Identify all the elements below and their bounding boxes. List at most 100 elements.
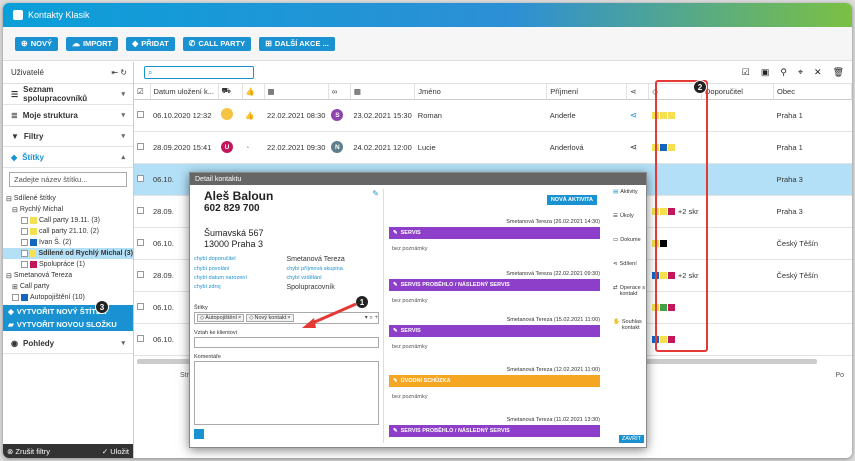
activity-bar[interactable]: ✎ SERVIS <box>389 227 600 239</box>
col-last-name[interactable]: Příjmení <box>546 84 628 100</box>
list-icon[interactable] <box>194 429 204 439</box>
col-calendar2-icon[interactable]: ▦ <box>350 84 416 100</box>
menu-consent[interactable]: ✋ Souhlas kontakt <box>613 319 642 331</box>
link-role[interactable]: Spolupracovník <box>286 284 335 291</box>
tree-item[interactable]: Autopojištění (10) <box>3 292 133 303</box>
checkbox[interactable] <box>21 239 28 246</box>
tag-tree: ⊟ Sdílené štítky ⊟ Rychlý Michal Call part… <box>3 191 133 305</box>
col-city[interactable]: Obec <box>773 84 852 100</box>
checkbox[interactable] <box>21 228 28 235</box>
link-birthdate[interactable]: chybí datum narození <box>194 275 247 281</box>
uncheck-icon[interactable]: ▣ <box>760 67 770 77</box>
new-button[interactable]: ⊕ NOVÝ <box>15 36 58 51</box>
row-checkbox[interactable] <box>137 238 144 246</box>
activity-bar[interactable]: ✎ ÚVODNÍ SCHŮZKA <box>389 375 600 387</box>
tree-item[interactable]: Spolupráce (1) <box>3 259 133 270</box>
section-filters[interactable]: ▼ Filtry ▾ <box>3 126 133 147</box>
trash-icon[interactable]: 🗑 <box>832 67 844 77</box>
clear-filters-button[interactable]: ⊗ Zrušit filtry <box>7 446 50 456</box>
activity-bar[interactable]: ✎ SERVIS PROBĚHLO / NÁSLEDNÝ SERVIS <box>389 279 600 291</box>
remove-icon[interactable]: × <box>238 315 242 321</box>
close-icon[interactable]: ✕ <box>814 67 822 77</box>
activity-bar[interactable]: ✎ SERVIS PROBĚHLO / NÁSLEDNÝ SERVIS <box>389 425 600 437</box>
operations-icon: ⇄ <box>613 285 618 291</box>
tag-color-swatch <box>29 250 37 257</box>
section-colleagues[interactable]: ☰ Seznam spolupracovníků ▾ <box>3 84 133 105</box>
col-car-icon[interactable]: ⛟ <box>218 84 243 100</box>
tree-item[interactable]: ⊟ Smetanová Tereza <box>6 272 73 280</box>
tree-item[interactable]: ⊟ Rychlý Michal <box>12 206 64 214</box>
col-referrer[interactable]: Doporučitel <box>701 84 775 100</box>
col-glasses-icon[interactable]: ∞ <box>328 84 351 100</box>
row-checkbox[interactable] <box>137 142 144 150</box>
row-checkbox[interactable] <box>137 302 144 310</box>
edit-pencil-icon[interactable]: ✎ <box>372 189 379 198</box>
call-party-button[interactable]: ✆ CALL PARTY <box>182 36 252 51</box>
menu-tasks[interactable]: ☰ Úkoly <box>613 213 634 219</box>
tree-item[interactable]: call party 21.10. (2) <box>3 226 133 237</box>
new-activity-button[interactable]: NOVÁ AKTIVITA <box>546 195 597 205</box>
more-actions-button[interactable]: ⊞ DALŠÍ AKCE ... <box>259 36 335 51</box>
tags-input[interactable]: ◇ Autopojištění × ◇ Nový kontakt × ▾ ⌕ + <box>194 312 379 324</box>
checkbox[interactable] <box>21 261 28 268</box>
add-tag-button[interactable]: ◆ PŘIDAT <box>126 36 175 51</box>
pin-icon[interactable]: ⚲ <box>780 67 787 77</box>
share-icon[interactable]: ⋖ <box>629 109 638 120</box>
link-owner[interactable]: Smetanová Tereza <box>286 256 345 263</box>
share-icon[interactable]: ⋖ <box>629 141 638 152</box>
checkbox[interactable] <box>21 217 28 224</box>
check-all-icon[interactable]: ☑ <box>741 67 750 77</box>
relation-select[interactable] <box>194 337 379 348</box>
checkbox[interactable] <box>12 294 19 301</box>
col-date-saved[interactable]: Datum uložení k... <box>150 84 219 100</box>
activity-entry: Smetanová Tereza (11.02.2021 13:30) ✎ SER… <box>389 417 600 437</box>
menu-activities[interactable]: ▤ Aktivity <box>613 189 638 195</box>
checkbox[interactable] <box>21 250 28 257</box>
collapse-refresh-icon[interactable]: ⇤ ↻ <box>111 68 127 77</box>
col-calendar-icon[interactable]: ▦ <box>264 84 329 100</box>
create-tag-button[interactable]: ◆ VYTVOŘIT NOVÝ ŠTÍTEK <box>3 305 133 318</box>
create-folder-button[interactable]: ▰ VYTVOŘIT NOVOU SLOŽKU <box>3 318 133 331</box>
activity-bar[interactable]: ✎ SERVIS <box>389 325 600 337</box>
menu-sharing[interactable]: ⋖ Sdílení <box>613 261 637 267</box>
menu-documents[interactable]: ▭ Dokume <box>613 237 641 243</box>
row-checkbox[interactable] <box>137 174 144 182</box>
select-all-checkbox[interactable]: ☑ <box>134 84 151 100</box>
section-views[interactable]: ◉ Pohledy ▾ <box>3 333 133 354</box>
search-input[interactable]: ⌕ <box>144 66 254 79</box>
link-source[interactable]: chybí zdroj <box>194 284 221 290</box>
import-button[interactable]: ☁ IMPORT <box>65 36 119 51</box>
link-income[interactable]: chybí příjmová skupina <box>286 266 343 272</box>
tree-item[interactable]: Call party 19.11. (3) <box>3 215 133 226</box>
row-checkbox[interactable] <box>137 206 144 214</box>
tag-search-input[interactable]: Zadejte název štítku... <box>9 172 127 187</box>
table-row[interactable]: 28.09.2020 15:41 U ◔ 22.02.2021 09:30 N … <box>134 131 852 164</box>
row-checkbox[interactable] <box>137 110 144 118</box>
menu-operations[interactable]: ⇄ Operace s kontakt <box>613 285 645 297</box>
col-first-name[interactable]: Jméno <box>414 84 548 100</box>
link-occupation[interactable]: chybí povolání <box>194 266 230 272</box>
section-structure[interactable]: ≣ Moje struktura ▾ <box>3 105 133 126</box>
cell-city: Český Těšín <box>773 259 852 292</box>
tree-item-selected[interactable]: Sdílené od Rychlý Michal (3) <box>3 248 133 259</box>
close-modal-button[interactable]: ZAVŘÍT <box>618 435 644 443</box>
section-tags[interactable]: ◆ Štítky ▴ <box>3 147 133 168</box>
comments-textarea[interactable] <box>194 361 379 425</box>
link-referrer[interactable]: chybí doporučitel <box>194 256 236 262</box>
contact-phone[interactable]: 602 829 700 <box>204 203 260 214</box>
table-row[interactable]: 06.10.2020 12:32 👍 22.02.2021 08:30 S 23… <box>134 99 852 132</box>
tag-chip[interactable]: ◇ Nový kontakt × <box>246 314 294 322</box>
unpin-icon[interactable]: ⌖ <box>797 67 804 77</box>
remove-icon[interactable]: × <box>287 315 291 321</box>
save-button[interactable]: ✓ Uložit <box>101 446 129 456</box>
tree-item[interactable]: ⊟ Sdílené štítky <box>6 195 56 203</box>
dropdown-search-icons[interactable]: ▾ ⌕ + <box>364 315 378 321</box>
col-share-icon[interactable]: ⋖ <box>626 84 650 100</box>
col-thumb-icon[interactable]: 👍 <box>242 84 265 100</box>
tag-chip[interactable]: ◇ Autopojištění × <box>197 314 245 322</box>
row-checkbox[interactable] <box>137 270 144 278</box>
link-education[interactable]: chybí vzdělání <box>286 275 322 281</box>
tree-item[interactable]: Ivan Š. (2) <box>3 237 133 248</box>
row-checkbox[interactable] <box>137 334 144 342</box>
tree-item[interactable]: ⊞ Call party <box>12 283 50 291</box>
